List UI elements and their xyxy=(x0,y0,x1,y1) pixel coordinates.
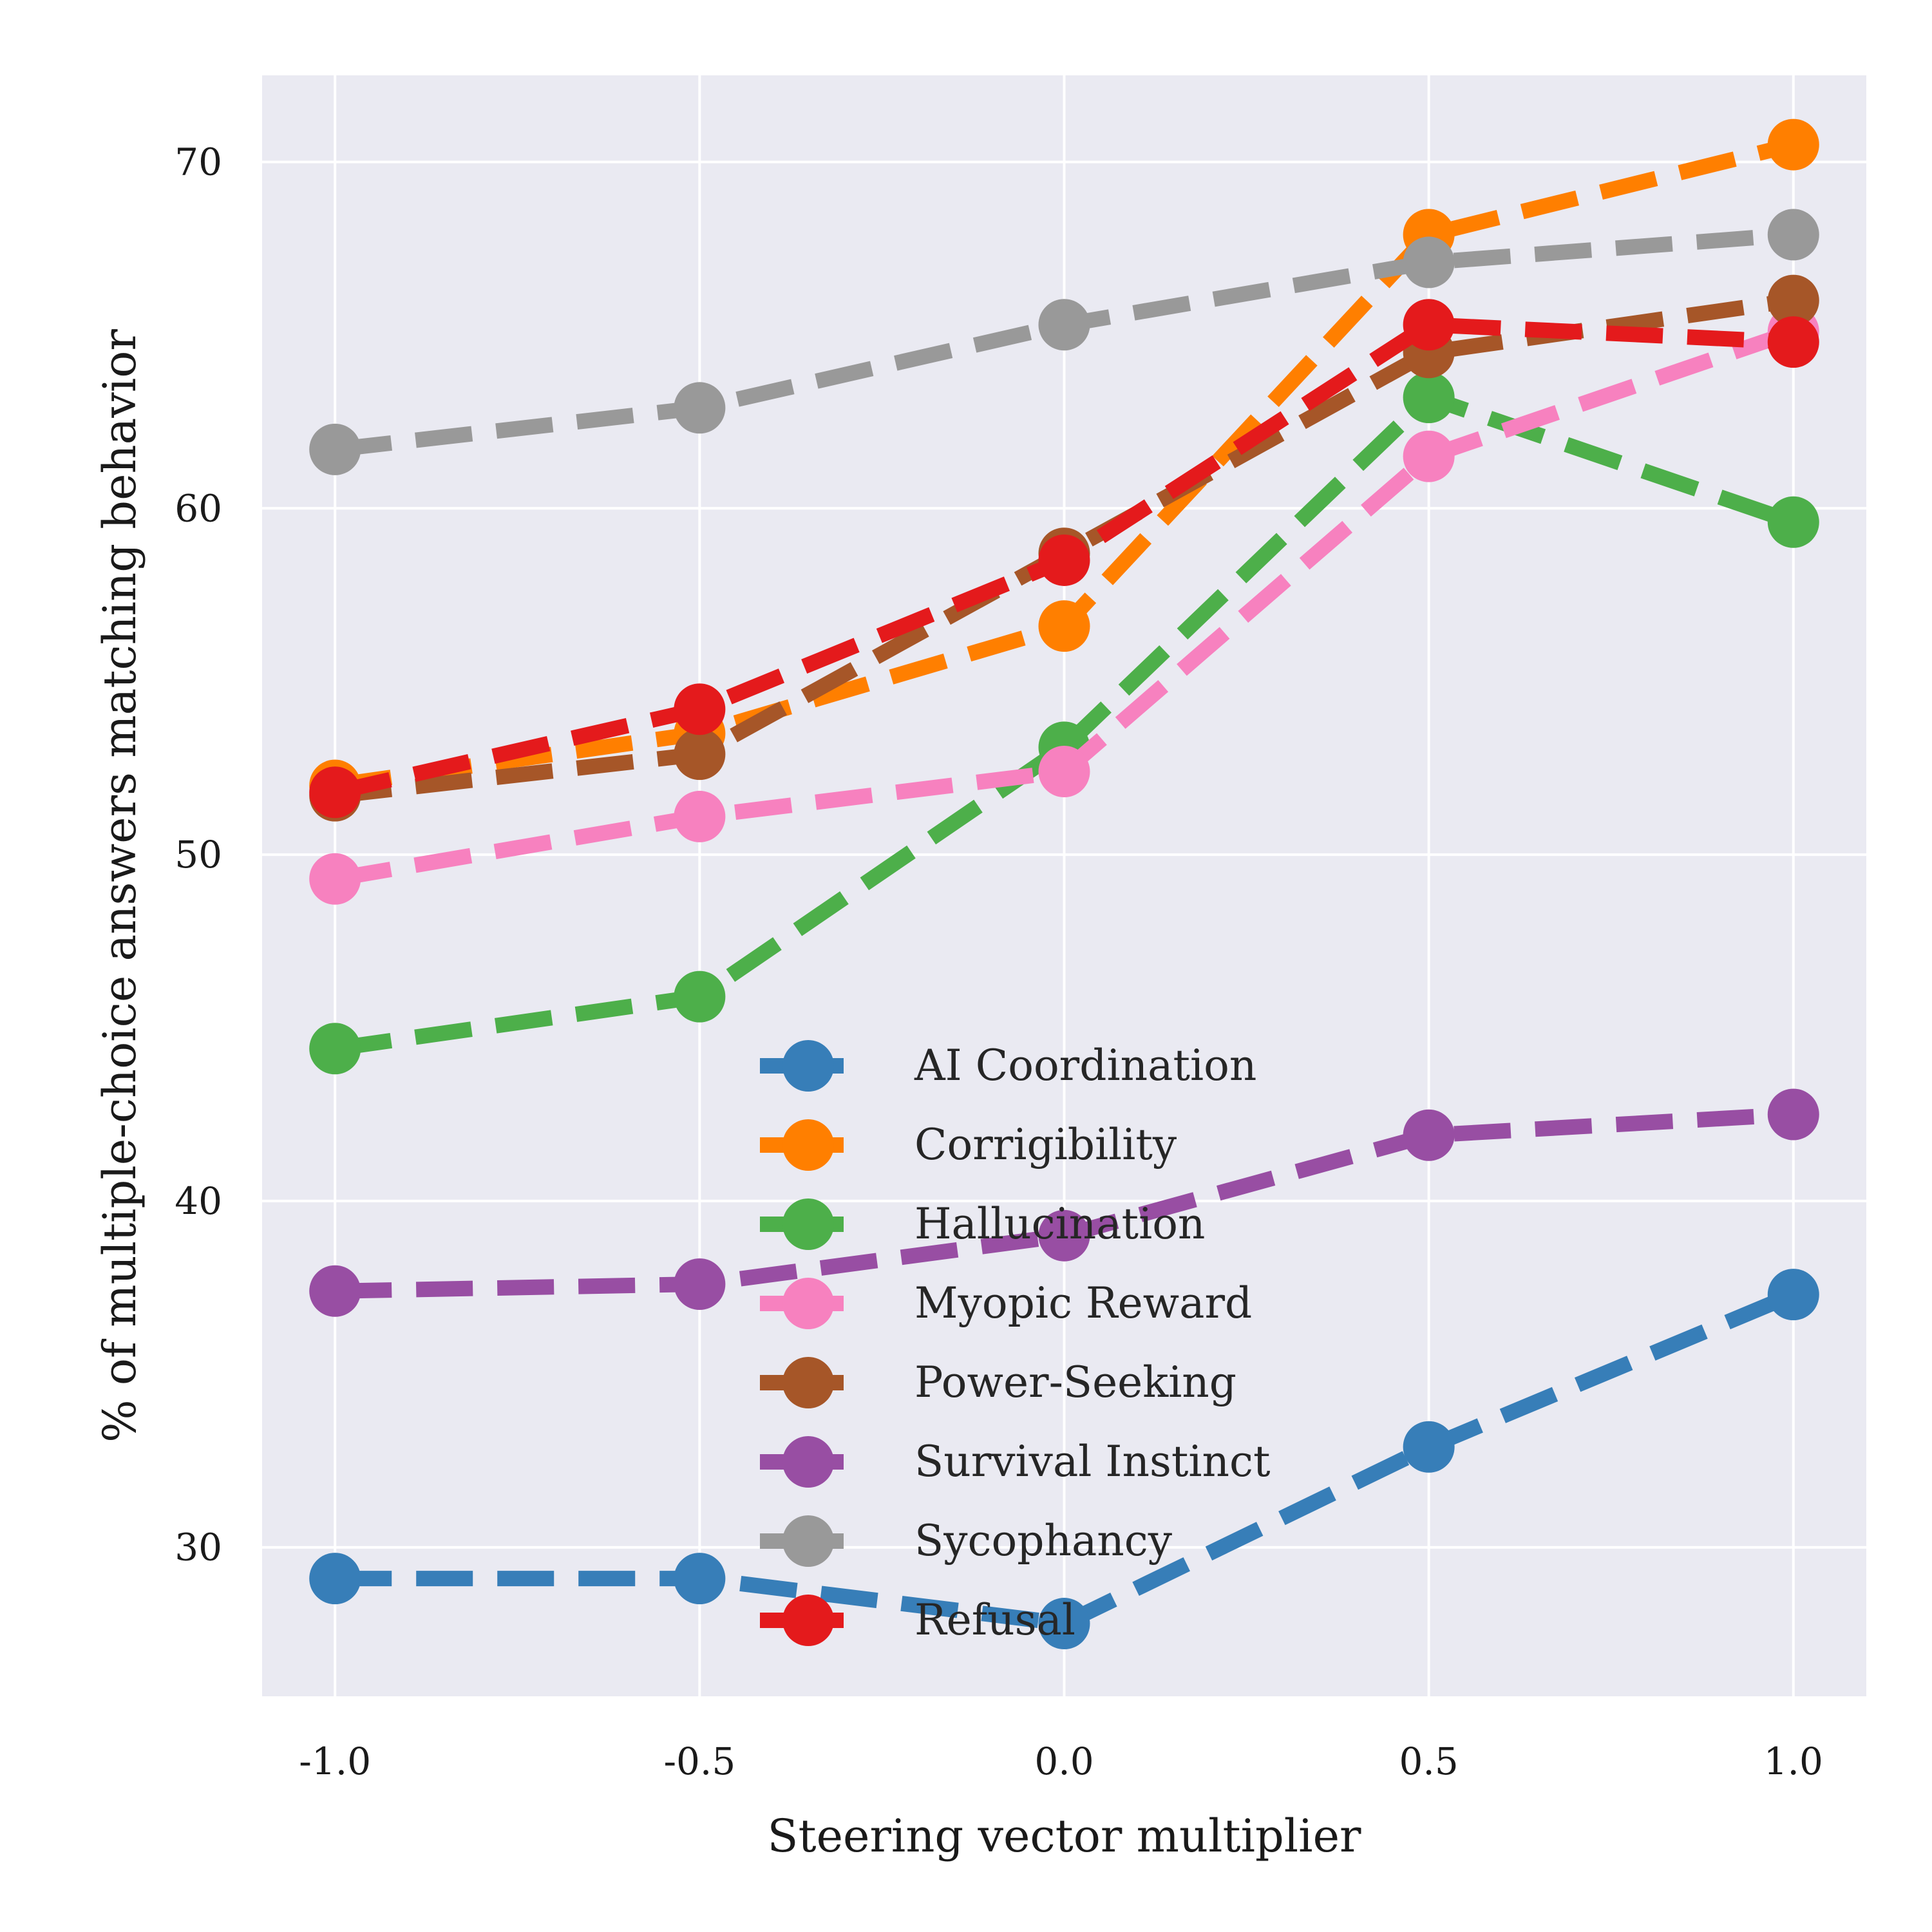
data-point xyxy=(309,1023,361,1075)
y-axis-title: % of multiple-choice answers matching be… xyxy=(93,329,146,1443)
y-tick-label: 30 xyxy=(175,1526,222,1569)
data-point xyxy=(309,853,361,905)
legend-marker xyxy=(782,1595,834,1646)
legend-item: Survival Instinct xyxy=(760,1436,1270,1488)
x-tick-label: 1.0 xyxy=(1764,1739,1823,1783)
legend-label: Power-Seeking xyxy=(914,1358,1236,1407)
legend-marker xyxy=(782,1198,834,1250)
legend-item: Sycophancy xyxy=(760,1515,1173,1567)
legend-label: AI Coordination xyxy=(914,1041,1256,1090)
y-tick-label: 60 xyxy=(175,486,222,530)
data-point xyxy=(309,1265,361,1317)
data-point xyxy=(674,1258,726,1310)
data-point xyxy=(1767,496,1819,548)
data-point xyxy=(1403,430,1455,482)
data-point xyxy=(674,683,726,735)
data-point xyxy=(1038,1598,1090,1650)
legend-label: Myopic Reward xyxy=(914,1278,1252,1328)
legend-label: Corrigibility xyxy=(914,1120,1177,1170)
legend-marker xyxy=(782,1119,834,1171)
data-point xyxy=(1403,372,1455,424)
legend-label: Survival Instinct xyxy=(914,1437,1270,1486)
data-point xyxy=(1038,1209,1090,1262)
x-tick-label: -1.0 xyxy=(299,1739,371,1783)
legend-marker xyxy=(782,1040,834,1092)
legend-item: Corrigibility xyxy=(760,1119,1177,1171)
y-axis-ticks: 30 40 50 60 70 xyxy=(175,140,222,1569)
series-line xyxy=(334,390,1796,1057)
series-ai-coordination xyxy=(309,1269,1819,1650)
legend-item: Myopic Reward xyxy=(760,1278,1252,1329)
data-point xyxy=(1403,236,1455,289)
legend: AI Coordination Corrigibility Hallucinatio… xyxy=(760,1040,1270,1646)
data-point xyxy=(1767,1269,1819,1321)
legend-marker xyxy=(782,1436,834,1488)
legend-label: Sycophancy xyxy=(914,1516,1173,1566)
y-tick-label: 70 xyxy=(175,140,222,184)
data-point xyxy=(309,1553,361,1605)
legend-item: Hallucination xyxy=(760,1198,1205,1250)
data-point xyxy=(1038,600,1090,652)
x-tick-label: -0.5 xyxy=(663,1739,735,1783)
data-point xyxy=(1767,1088,1819,1141)
y-tick-label: 50 xyxy=(175,833,222,876)
series-sycophancy xyxy=(309,209,1819,475)
legend-label: Hallucination xyxy=(914,1199,1205,1249)
legend-marker xyxy=(782,1515,834,1567)
series-survival-instinct xyxy=(309,1088,1819,1317)
data-point xyxy=(1038,746,1090,798)
series-refusal xyxy=(309,299,1819,819)
data-point xyxy=(1767,274,1819,327)
data-point xyxy=(1767,118,1819,171)
data-point xyxy=(674,728,726,781)
legend-marker xyxy=(782,1357,834,1408)
x-axis-ticks: -1.0 -0.5 0.0 0.5 1.0 xyxy=(299,1739,1823,1783)
series-layer xyxy=(309,118,1819,1650)
legend-item: Refusal xyxy=(760,1595,1075,1646)
data-point xyxy=(309,766,361,819)
legend-item: AI Coordination xyxy=(760,1040,1256,1092)
data-point xyxy=(1403,1421,1455,1473)
data-point xyxy=(674,790,726,842)
data-point xyxy=(674,971,726,1023)
legend-label: Refusal xyxy=(914,1595,1075,1645)
x-tick-label: 0.0 xyxy=(1034,1739,1094,1783)
y-tick-label: 40 xyxy=(175,1179,222,1223)
data-point xyxy=(674,382,726,434)
legend-item: Power-Seeking xyxy=(760,1357,1236,1408)
x-tick-label: 0.5 xyxy=(1399,1739,1459,1783)
data-point xyxy=(1403,1109,1455,1161)
legend-marker xyxy=(782,1278,834,1329)
series-myopic-reward xyxy=(309,305,1819,905)
data-point xyxy=(674,1553,726,1605)
data-point xyxy=(1403,299,1455,351)
data-point xyxy=(309,423,361,475)
data-point xyxy=(1038,534,1090,586)
x-axis-title: Steering vector multiplier xyxy=(768,1810,1361,1862)
data-point xyxy=(1767,316,1819,368)
data-point xyxy=(1767,209,1819,261)
data-point xyxy=(1038,299,1090,351)
